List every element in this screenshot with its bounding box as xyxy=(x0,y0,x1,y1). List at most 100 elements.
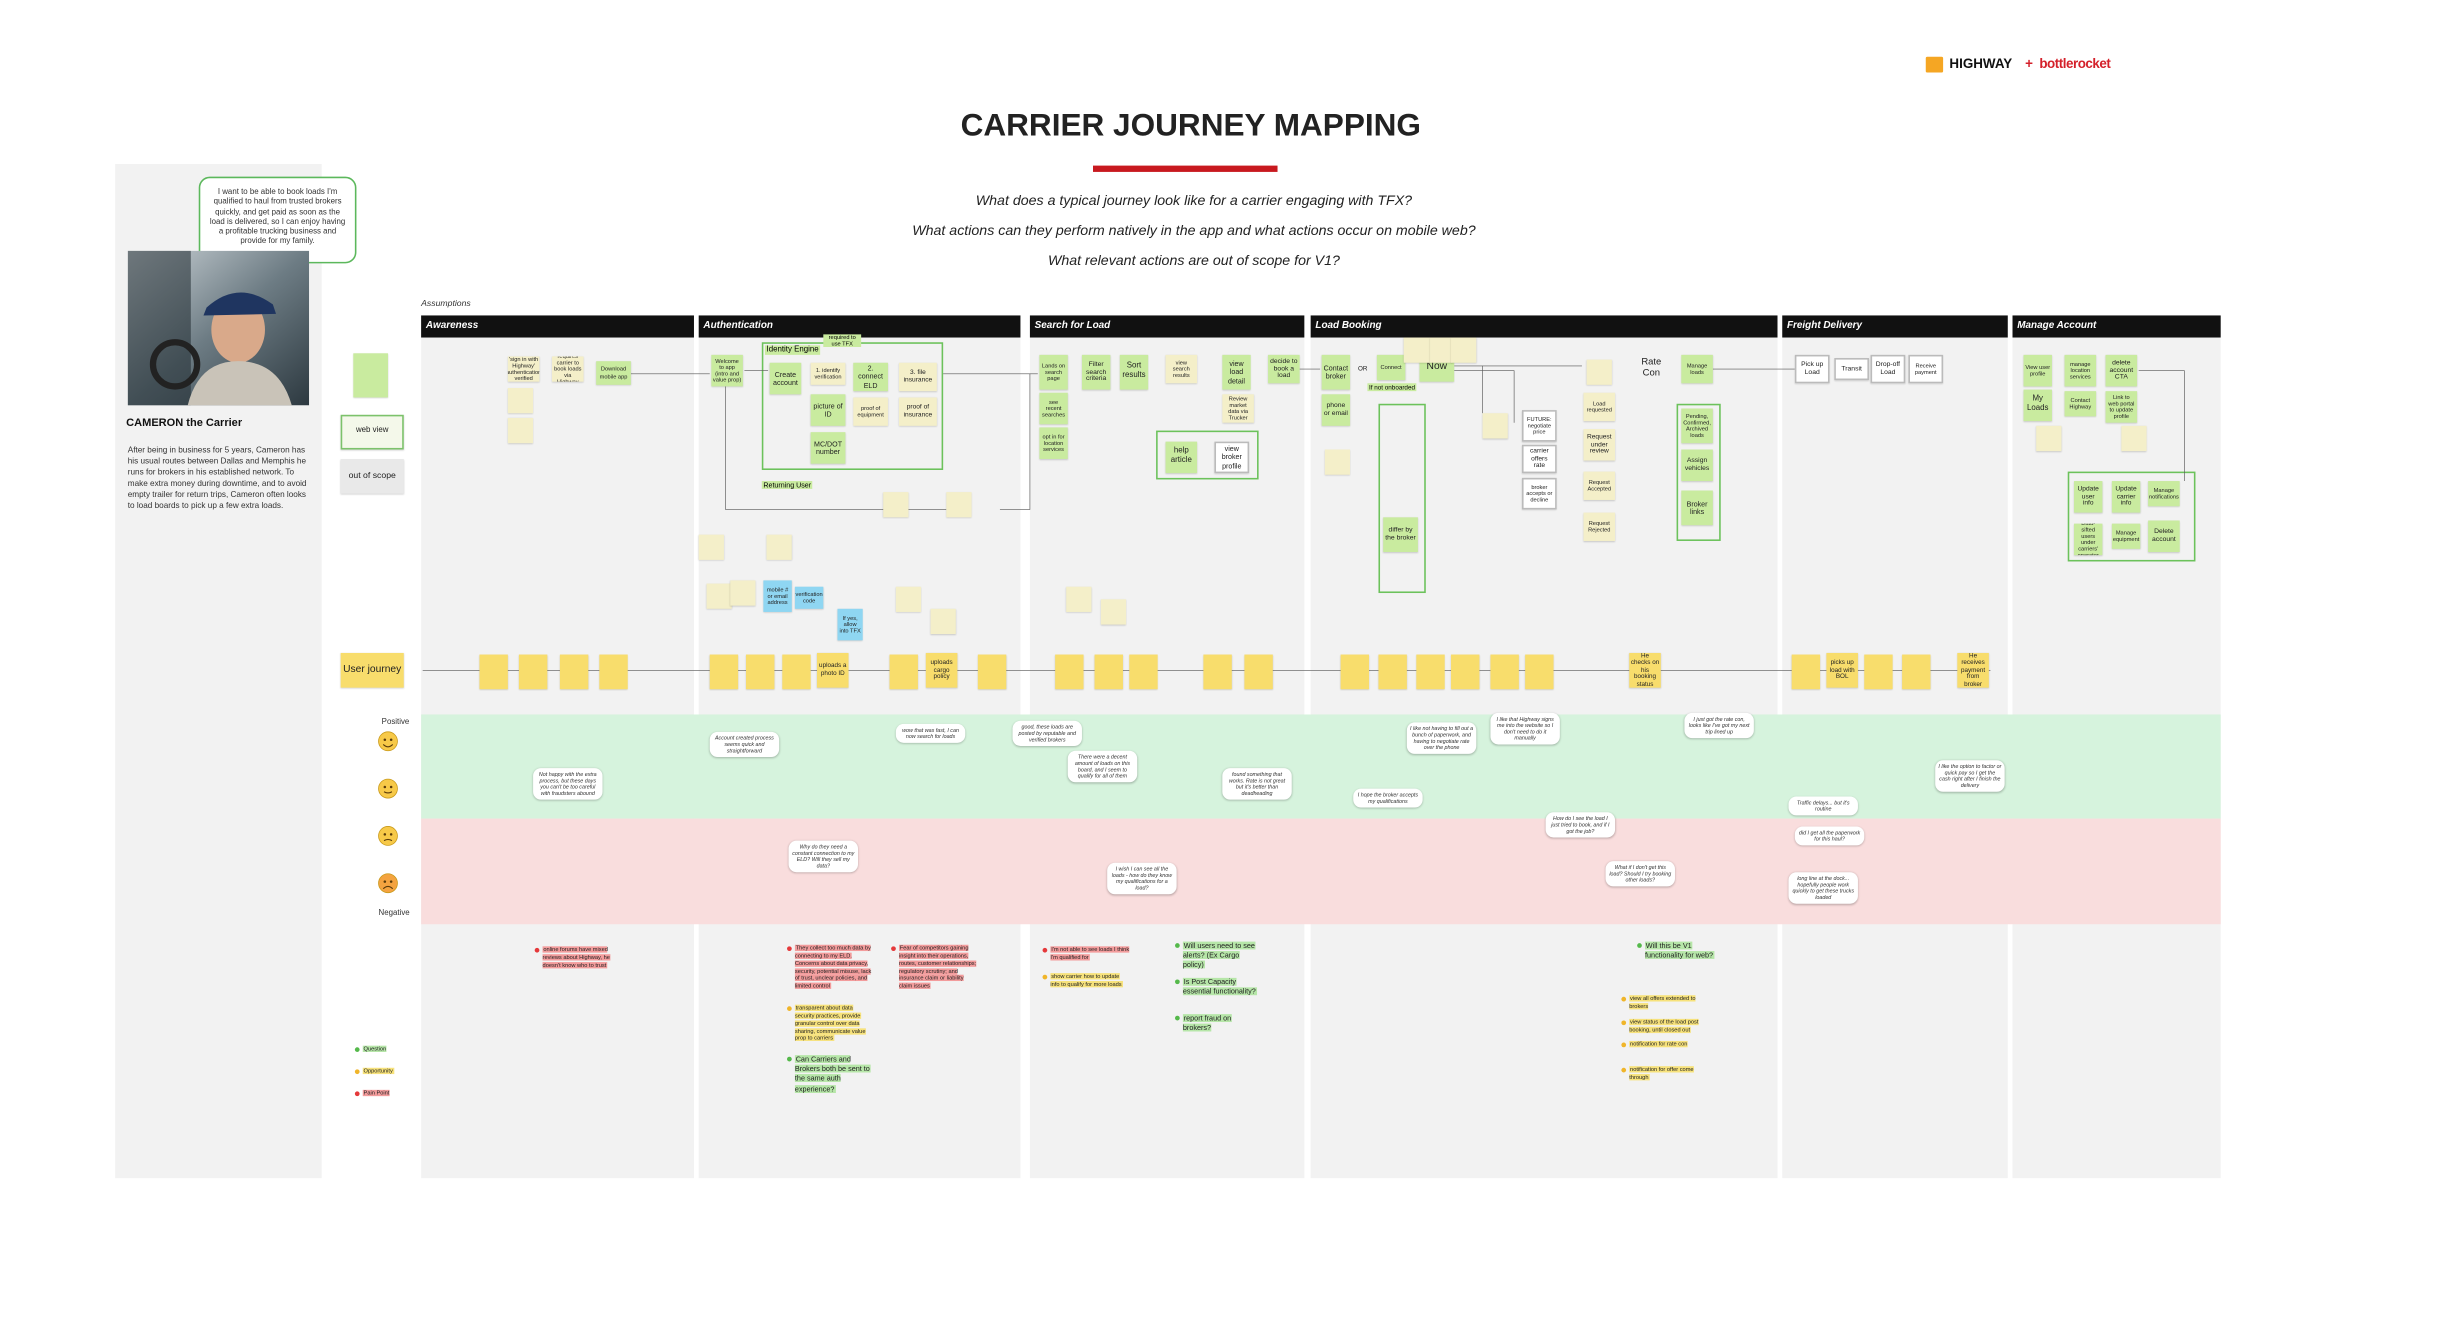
journey-sticky: uploads cargo policy xyxy=(925,652,958,688)
journey-sticky xyxy=(1340,654,1370,690)
step-sticky: Broker requires carrier to book loads vi… xyxy=(552,356,584,382)
logo-partner: bottlerocket xyxy=(2039,55,2111,71)
step-sticky: Sort results xyxy=(1119,354,1149,390)
question: What relevant actions are out of scope f… xyxy=(1047,252,1340,269)
emotion-faces xyxy=(378,731,398,894)
journey-sticky: He receives payment from broker xyxy=(1957,652,1989,688)
step-sticky: phone or email xyxy=(1321,394,1351,426)
emotion-bubble: I wish I can see all the loads - how do … xyxy=(1107,862,1177,895)
step-sticky: see recent searches xyxy=(1039,392,1068,425)
step-sticky: Request Rejected xyxy=(1583,512,1616,541)
step-sticky: Download mobile app xyxy=(596,361,631,385)
note-text: Will this be V1 functionality for web? xyxy=(1645,941,1714,960)
sticky xyxy=(1451,337,1477,363)
sticky xyxy=(1324,449,1351,475)
journey-sticky: picks up load with BOL xyxy=(1826,652,1858,688)
group-outline xyxy=(1378,403,1426,594)
step-sticky: FUTURE: negotiate price xyxy=(1521,410,1557,442)
logo-join: + xyxy=(2025,55,2033,71)
legend-positive: Positive xyxy=(381,717,410,728)
step-sticky: view broker profile xyxy=(1214,441,1250,474)
note: I'm not able to see loads I think I'm qu… xyxy=(1042,946,1130,961)
sticky xyxy=(507,417,534,444)
logo: HIGHWAY xyxy=(1949,55,2013,71)
stage-header: Load Booking xyxy=(1310,315,1778,338)
persona-photo xyxy=(127,250,310,406)
emotion-bubble: I just got the rate con, looks like I've… xyxy=(1684,712,1754,739)
logo-icon xyxy=(1925,56,1944,73)
legend-web-view: web view xyxy=(340,414,404,450)
note-text: Is Post Capacity essential functionality… xyxy=(1182,977,1257,996)
emotion-bubble: wow that was fast, I can now search for … xyxy=(895,723,966,744)
step-sticky: carrier offers rate xyxy=(1521,444,1557,474)
legend-question-text: Question xyxy=(362,1045,388,1052)
journey-sticky xyxy=(599,654,628,690)
step-sticky: Update carrier info xyxy=(2111,481,2141,513)
question: What does a typical journey look like fo… xyxy=(975,192,1413,209)
note-text: transparent about data security practice… xyxy=(794,1004,866,1042)
step-sticky: 1. identify verification xyxy=(810,362,846,385)
step-sticky: Rate Con xyxy=(1641,358,1662,379)
sticky xyxy=(1100,599,1127,625)
note-text: They collect too much data by connecting… xyxy=(794,944,872,990)
emotion-bubble: I like that Highway signs me into the we… xyxy=(1490,712,1560,745)
step-sticky: My Loads xyxy=(2023,389,2052,422)
sticky xyxy=(1586,359,1612,385)
step-sticky: Connect xyxy=(1376,354,1406,381)
step-sticky: If yes, allow into TFX xyxy=(837,608,863,641)
note-text: online forums have mixed reviews about H… xyxy=(542,946,610,968)
sticky xyxy=(1427,337,1453,363)
note-text: Fear of competitors gaining insight into… xyxy=(899,944,977,990)
note: show carrier how to update info to quali… xyxy=(1042,973,1129,988)
journey-sticky xyxy=(1451,654,1480,690)
note-text: I'm not able to see loads I think I'm qu… xyxy=(1050,946,1130,961)
step-sticky: Transit xyxy=(1834,358,1869,381)
title: CARRIER JOURNEY MAPPING xyxy=(960,108,1421,144)
step-sticky: OR xyxy=(1357,363,1368,372)
sticky xyxy=(883,492,909,518)
step-sticky: verification code xyxy=(794,586,824,609)
stage-header: Search for Load xyxy=(1029,315,1305,338)
note: Is Post Capacity essential functionality… xyxy=(1175,977,1262,998)
emotion-bubble: Why do they need a constant connection t… xyxy=(788,840,858,873)
note: notification for offer come through xyxy=(1621,1066,1708,1081)
legend-opportunity: Opportunity xyxy=(354,1067,426,1076)
stage-header: Awareness xyxy=(421,315,694,338)
note: notification for rate con xyxy=(1621,1040,1708,1049)
step-sticky: Load requested xyxy=(1583,392,1616,422)
step-sticky: Request Accepted xyxy=(1583,471,1616,500)
step-sticky: help article xyxy=(1165,441,1198,474)
journey-sticky xyxy=(1902,654,1931,690)
step-sticky: differ by the broker xyxy=(1383,517,1418,553)
step-sticky: Request under review xyxy=(1583,428,1616,461)
step-sticky: 2. connect ELD xyxy=(853,362,888,392)
sticky xyxy=(2036,425,2062,452)
emotion-bubble: I like not having to fill out a bunch of… xyxy=(1406,722,1477,755)
sticky xyxy=(946,492,972,518)
label: If not onboarded xyxy=(1367,383,1417,392)
legend-out-of-scope: out of scope xyxy=(340,458,404,494)
persona-bio: After being in business for 5 years, Cam… xyxy=(127,446,307,512)
legend-pain-text: Pain Point xyxy=(362,1089,391,1097)
journey-sticky xyxy=(746,654,775,690)
step-sticky: View user profile xyxy=(2023,354,2052,387)
group-outline xyxy=(1156,430,1259,480)
sticky xyxy=(698,534,724,560)
note: Will users need to see alerts? (Ex Cargo… xyxy=(1175,941,1262,971)
step-sticky: Broker has a 'sign in with Highway' auth… xyxy=(507,356,540,382)
step-sticky: proof of insurance xyxy=(899,397,937,426)
journey-sticky xyxy=(782,654,811,690)
legend-user-journey: User journey xyxy=(340,652,404,688)
emotion-bubble: I hope the broker accepts my qualificati… xyxy=(1353,788,1423,808)
note: view status of the load post booking, un… xyxy=(1621,1018,1708,1034)
step-sticky: Assign vehicles xyxy=(1681,449,1713,482)
journey-sticky: uploads a photo ID xyxy=(816,652,849,688)
persona-quote: I want to be able to book loads I'm qual… xyxy=(198,176,357,264)
journey-sticky xyxy=(1791,654,1821,690)
emotion-bubble: There were a decent amount of loads on t… xyxy=(1067,750,1138,783)
emotion-bubble: long line at the dock... hopefully peopl… xyxy=(1788,872,1858,905)
note-text: view status of the load post booking, un… xyxy=(1629,1018,1699,1033)
journey-sticky xyxy=(1864,654,1893,690)
assumptions: Assumptions xyxy=(421,299,471,310)
journey-sticky xyxy=(479,654,508,690)
